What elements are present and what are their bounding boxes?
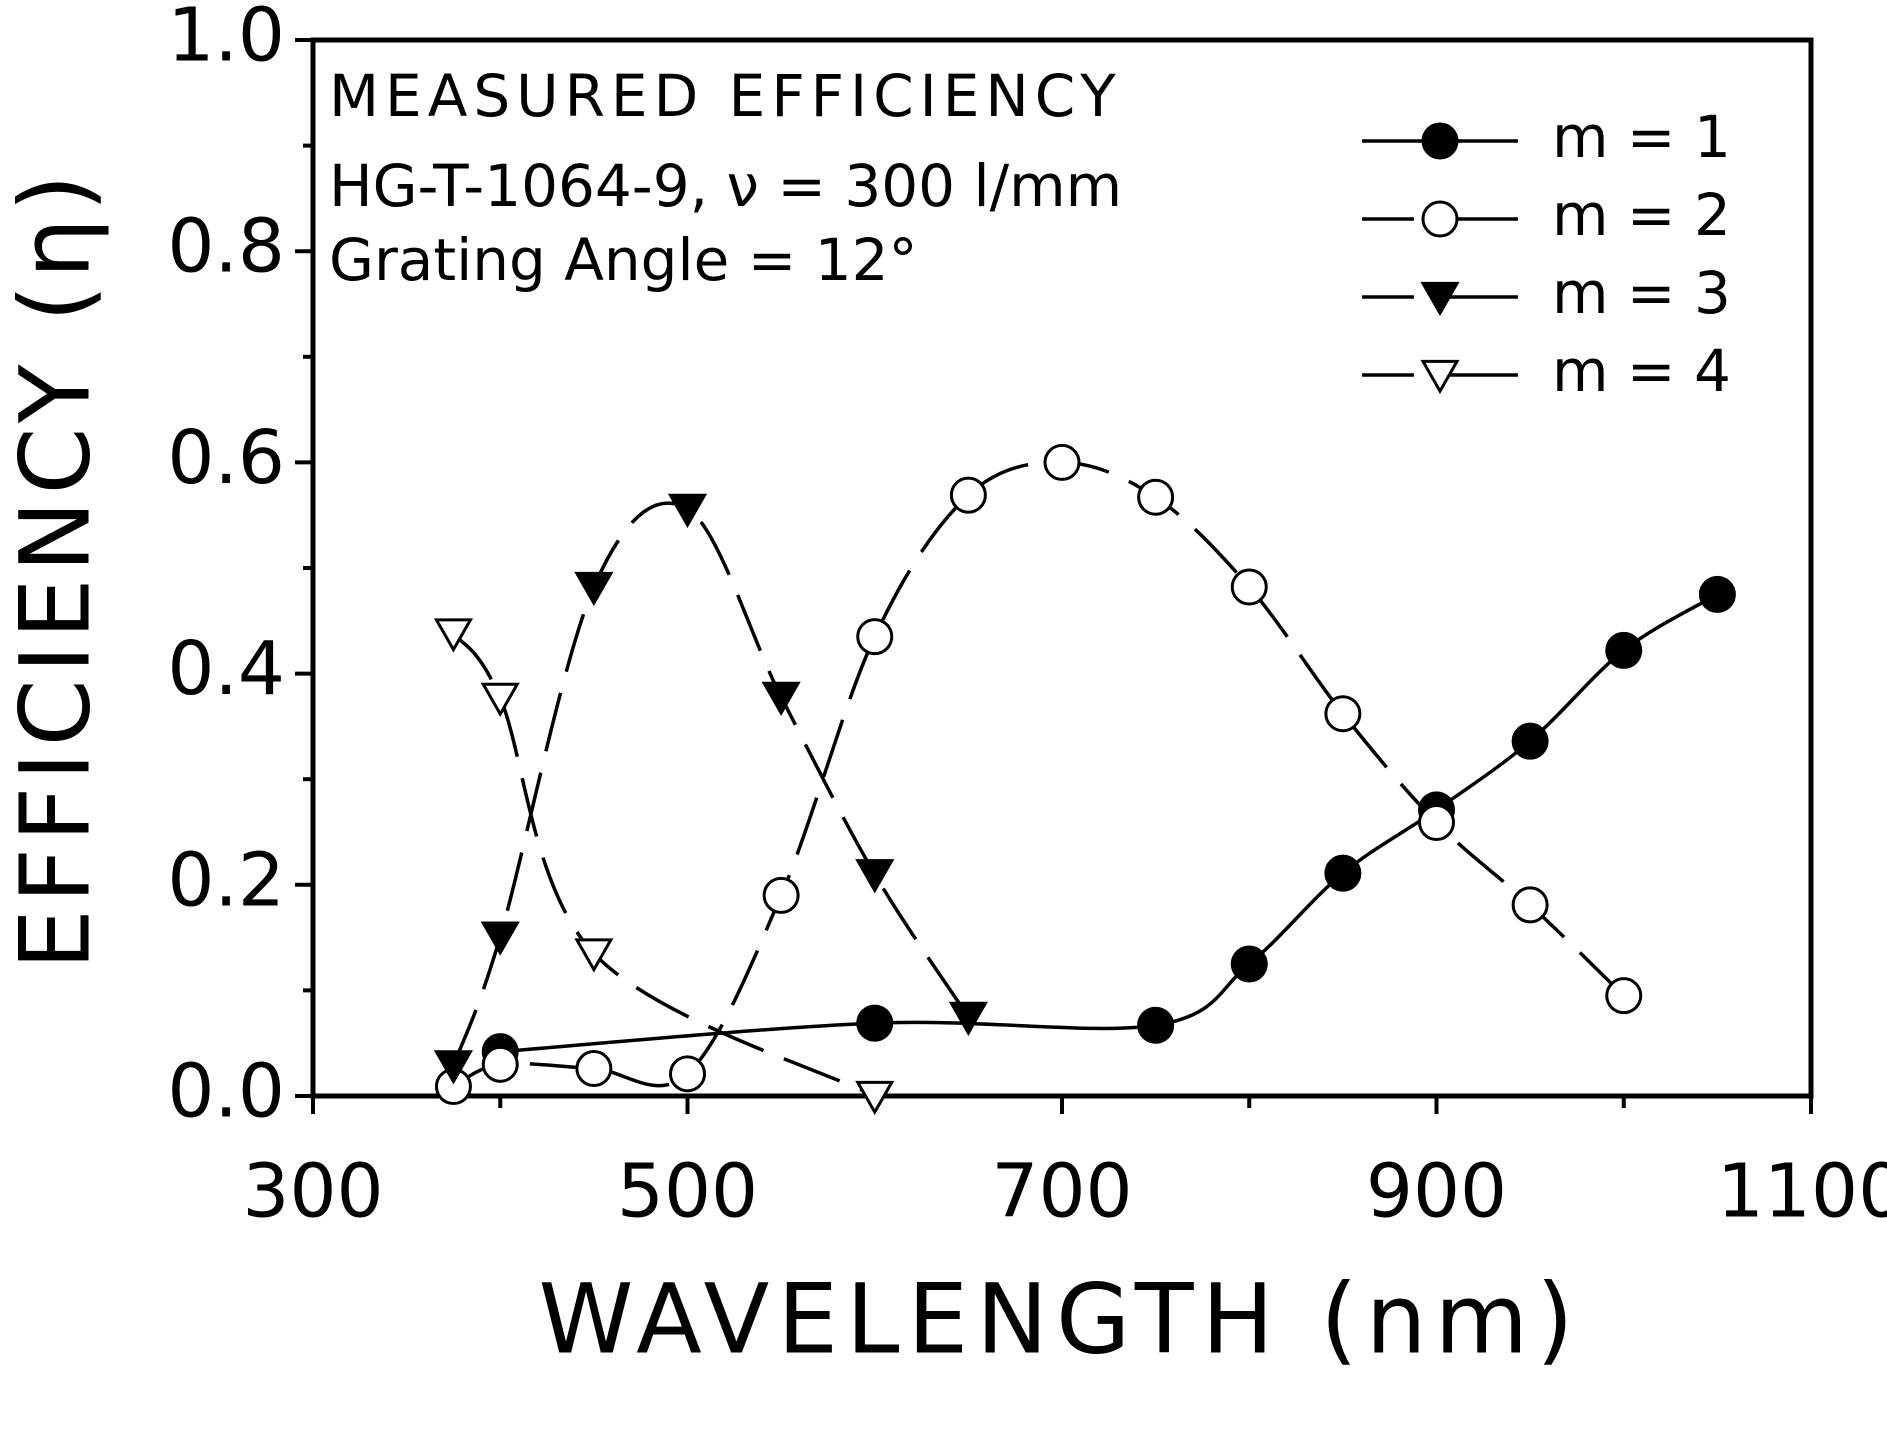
marker [1421,122,1459,160]
marker [669,1055,706,1093]
series-line [452,460,1625,1089]
marker [1511,722,1549,760]
x-tick-label: 900 [1366,1149,1507,1235]
marker [949,476,987,514]
annotation: HG-T-1064-9, ν = 300 l/mm [329,152,1122,220]
series-line [500,592,1719,1054]
marker [1605,631,1643,669]
y-tick-label: 0.8 [167,204,285,290]
x-axis-title: WAVELENGTH (nm) [538,1263,1581,1375]
marker [762,876,800,914]
marker [1420,359,1460,395]
legend-label: m = 1 [1552,103,1731,171]
series-line [452,632,876,1098]
legend-label: m = 2 [1552,181,1731,249]
marker [667,493,708,529]
marker [1230,945,1268,983]
legend-label: m = 4 [1552,337,1731,405]
marker [574,938,614,973]
legend-label: m = 3 [1552,259,1731,327]
y-tick-label: 0.4 [167,626,285,712]
x-tick-label: 500 [617,1149,758,1235]
marker [1137,478,1175,516]
annotation: Grating Angle = 12° [329,226,918,294]
series-line [451,501,970,1066]
marker [1605,977,1643,1015]
marker [480,682,520,718]
marker [480,921,520,956]
marker [433,618,474,653]
marker [855,859,895,894]
marker [855,1080,895,1116]
marker [433,1050,474,1085]
y-tick-label: 1.0 [167,0,285,79]
y-tick-label: 0.2 [167,837,285,923]
x-tick-label: 700 [991,1149,1132,1235]
marker [948,1001,988,1036]
marker [1324,854,1362,892]
marker [575,1050,613,1088]
marker [1420,281,1460,317]
marker [761,681,801,717]
x-tick-label: 1100 [1717,1149,1887,1235]
marker [1043,443,1081,481]
marker [1698,575,1736,613]
marker [1324,695,1362,733]
y-axis-title: EFFICIENCY (η) [0,168,111,969]
x-tick-label: 300 [242,1149,383,1235]
marker [1511,886,1549,924]
marker [574,571,614,607]
y-tick-label: 0.0 [167,1049,285,1135]
marker [1421,200,1459,238]
y-tick-label: 0.6 [167,415,285,501]
marker [1418,803,1455,841]
marker [1137,1006,1175,1044]
marker [481,1045,519,1083]
marker [856,618,894,656]
annotation: MEASURED EFFICIENCY [329,62,1122,130]
marker [856,1004,894,1042]
marker [1230,568,1268,606]
